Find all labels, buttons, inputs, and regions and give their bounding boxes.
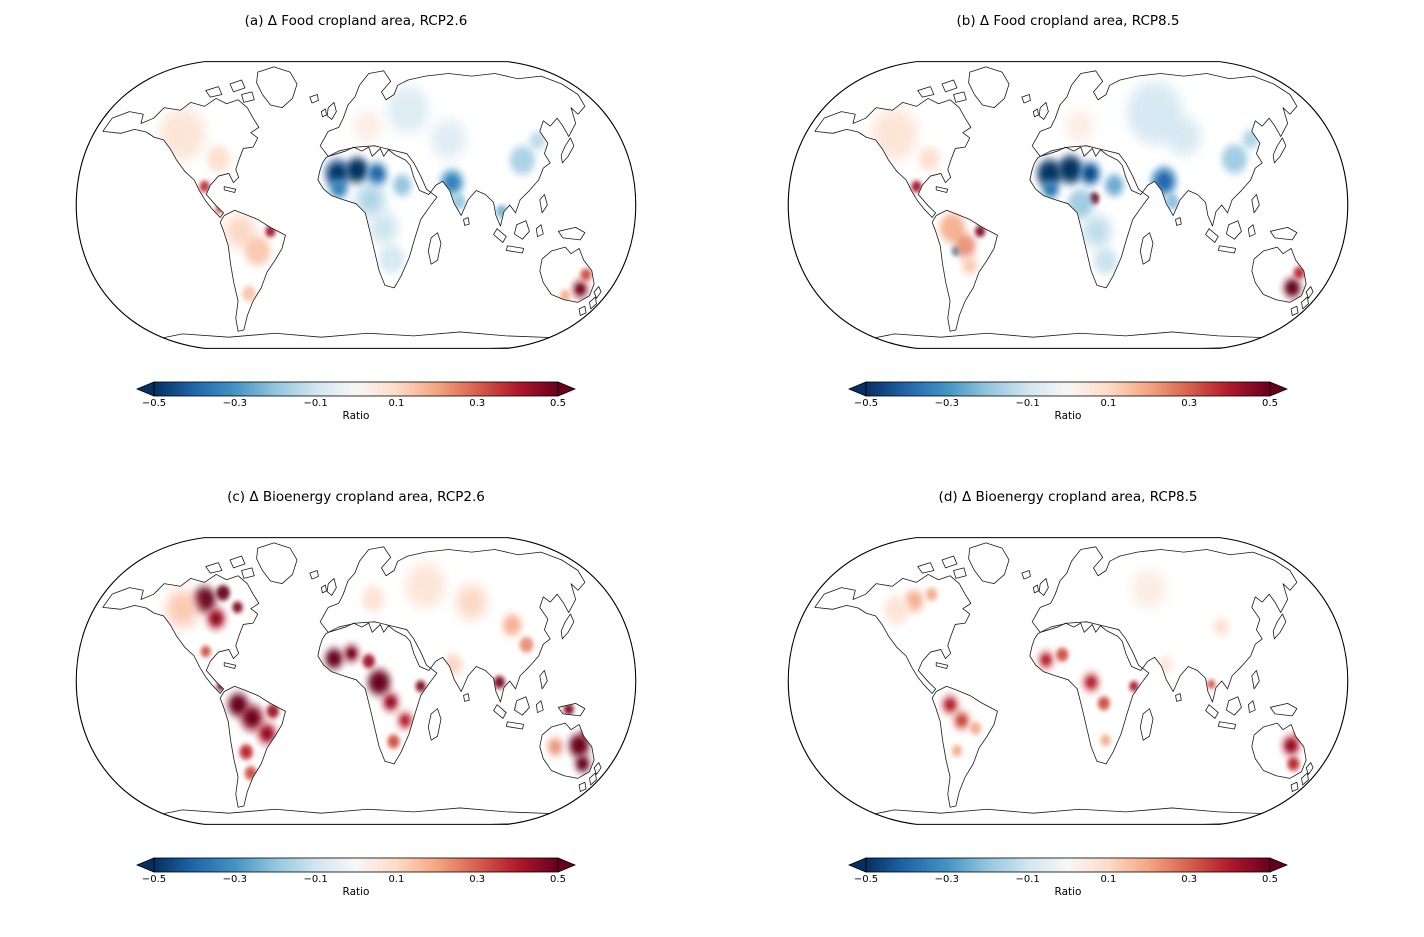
colorbar-tick: −0.1 [303, 874, 328, 885]
world-map-b [779, 34, 1357, 376]
colorbar-tick: 0.1 [388, 398, 405, 409]
panel-title-c: (c) Δ Bioenergy cropland area, RCP2.6 [227, 489, 485, 505]
colorbar-ticks-d: −0.5 −0.3 −0.1 0.1 0.3 0.5 [854, 873, 1278, 886]
colorbar-tick: 0.3 [469, 398, 486, 409]
colorbar-d: −0.5 −0.3 −0.1 0.1 0.3 0.5 Ratio [848, 857, 1288, 898]
panel-b: (b) Δ Food cropland area, RCP8.5 −0.5 −0… [712, 0, 1424, 468]
colorbar-tick: 0.3 [1181, 398, 1198, 409]
panel-title-a: (a) Δ Food cropland area, RCP2.6 [244, 13, 468, 29]
colorbar-tick: 0.5 [1262, 398, 1278, 409]
colorbar-tick: 0.1 [1100, 874, 1117, 885]
colorbar-tick: 0.5 [550, 874, 566, 885]
colorbar-tick: −0.1 [1015, 398, 1040, 409]
colorbar-gradient-b [848, 381, 1288, 397]
colorbar-tick: −0.3 [222, 398, 247, 409]
colorbar-label-a: Ratio [342, 410, 370, 422]
colorbar-tick: 0.3 [1181, 874, 1198, 885]
colorbar-tick: −0.1 [303, 398, 328, 409]
colorbar-ticks-c: −0.5 −0.3 −0.1 0.1 0.3 0.5 [142, 873, 566, 886]
colorbar-tick: 0.1 [388, 874, 405, 885]
world-map-svg-d [779, 510, 1357, 852]
panel-title-d: (d) Δ Bioenergy cropland area, RCP8.5 [938, 489, 1198, 505]
colorbar-gradient-c [136, 857, 576, 873]
colorbar-tick: −0.3 [934, 398, 959, 409]
colorbar-tick: 0.3 [469, 874, 486, 885]
panel-a: (a) Δ Food cropland area, RCP2.6 −0.5 −0… [0, 0, 712, 468]
colorbar-svg-d [848, 857, 1288, 873]
colorbar-tick: −0.5 [853, 398, 879, 409]
world-map-svg-a [67, 34, 645, 376]
colorbar-tick: −0.3 [222, 874, 247, 885]
colorbar-gradient-a [136, 381, 576, 397]
world-map-d [779, 510, 1357, 852]
panel-d: (d) Δ Bioenergy cropland area, RCP8.5 −0… [712, 468, 1424, 937]
colorbar-tick: 0.5 [550, 398, 566, 409]
colorbar-label-b: Ratio [1054, 410, 1082, 422]
colorbar-a: −0.5 −0.3 −0.1 0.1 0.3 0.5 Ratio [136, 381, 576, 422]
colorbar-tick: −0.5 [853, 874, 879, 885]
colorbar-label-c: Ratio [342, 886, 370, 898]
colorbar-svg-c [136, 857, 576, 873]
world-map-svg-b [779, 34, 1357, 376]
world-map-a [67, 34, 645, 376]
colorbar-svg-a [136, 381, 576, 397]
world-map-svg-c [67, 510, 645, 852]
colorbar-tick: 0.5 [1262, 874, 1278, 885]
colorbar-ticks-a: −0.5 −0.3 −0.1 0.1 0.3 0.5 [142, 397, 566, 410]
world-map-c [67, 510, 645, 852]
colorbar-label-d: Ratio [1054, 886, 1082, 898]
panel-title-b: (b) Δ Food cropland area, RCP8.5 [956, 13, 1180, 29]
colorbar-tick: 0.1 [1100, 398, 1117, 409]
colorbar-c: −0.5 −0.3 −0.1 0.1 0.3 0.5 Ratio [136, 857, 576, 898]
colorbar-gradient-d [848, 857, 1288, 873]
colorbar-tick: −0.5 [141, 398, 167, 409]
colorbar-tick: −0.3 [934, 874, 959, 885]
panel-c: (c) Δ Bioenergy cropland area, RCP2.6 −0… [0, 468, 712, 937]
colorbar-svg-b [848, 381, 1288, 397]
colorbar-tick: −0.1 [1015, 874, 1040, 885]
colorbar-b: −0.5 −0.3 −0.1 0.1 0.3 0.5 Ratio [848, 381, 1288, 422]
colorbar-tick: −0.5 [141, 874, 167, 885]
colorbar-ticks-b: −0.5 −0.3 −0.1 0.1 0.3 0.5 [854, 397, 1278, 410]
